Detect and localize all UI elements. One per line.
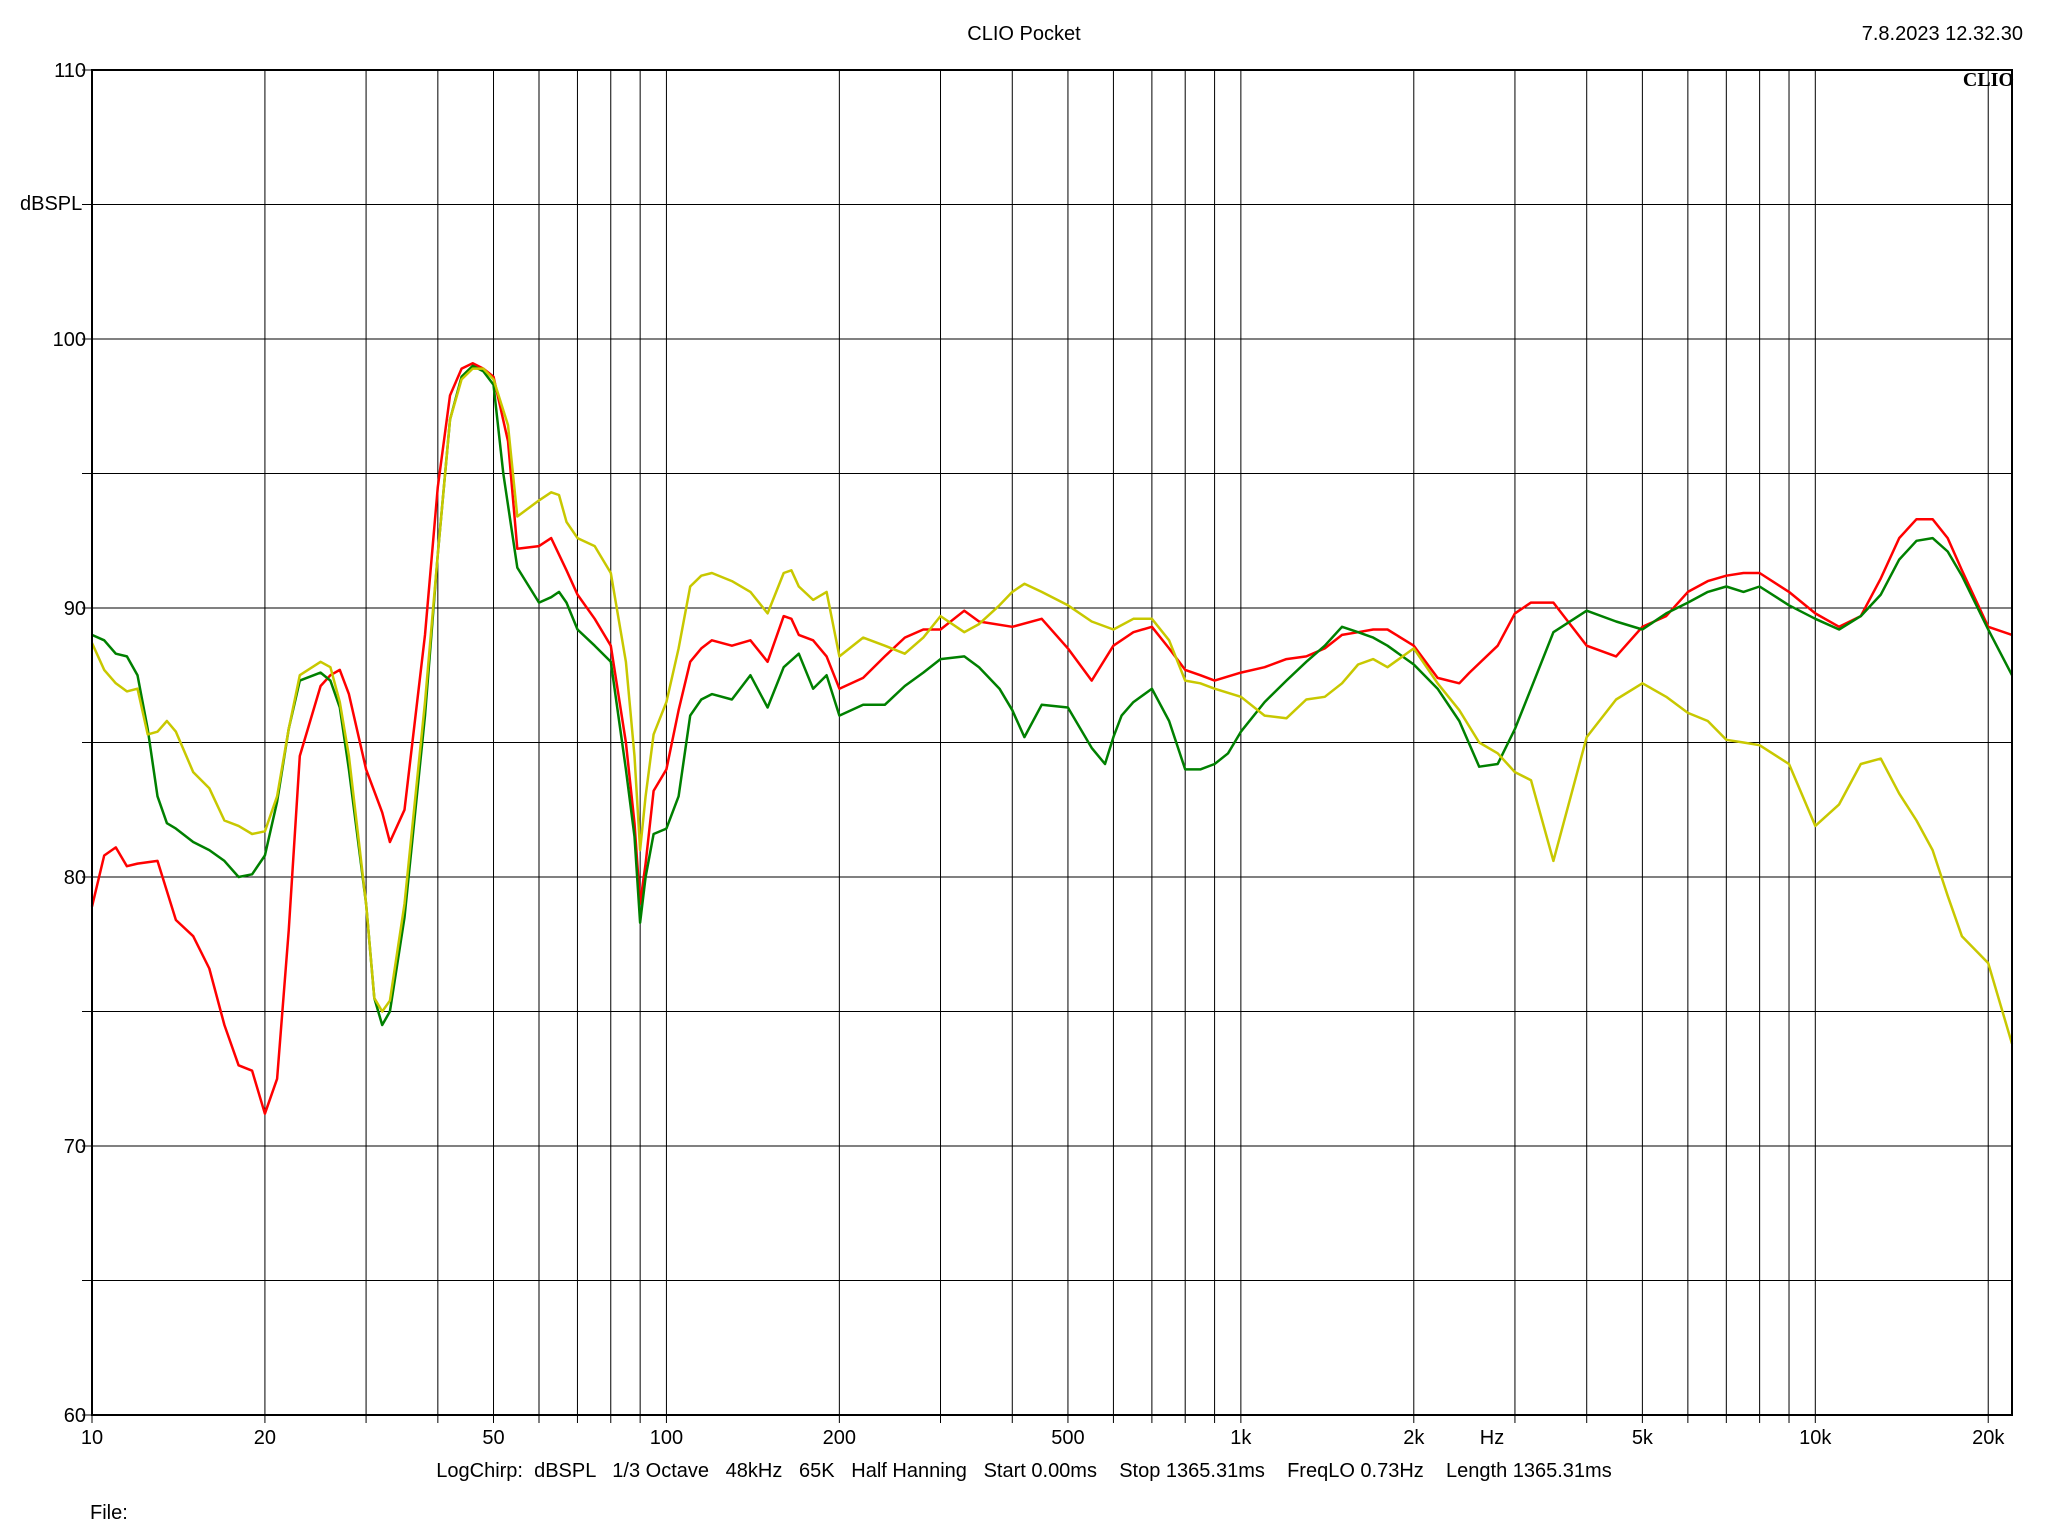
- x-tick-label: 500: [1051, 1427, 1084, 1449]
- y-tick-label: 80: [64, 867, 86, 889]
- y-axis-label: dBSPL: [20, 193, 82, 215]
- file-label: File:: [90, 1502, 128, 1524]
- grid: [82, 69, 2012, 1423]
- x-tick-label: 5k: [1632, 1427, 1654, 1449]
- plot-frame: [91, 69, 2013, 1416]
- clio-brand-mark: CLIO: [1963, 69, 2014, 91]
- y-tick-label: 60: [64, 1405, 86, 1427]
- series-line-red: [90, 361, 2013, 1115]
- series-line-yellow: [90, 367, 2014, 1045]
- tick-labels: 60 70 80 90 100 110 10 20 50 100 200 500 1k 2k 5k 10k 20…: [53, 60, 2006, 1449]
- x-tick-label: 10k: [1799, 1427, 1832, 1449]
- x-tick-label: 200: [823, 1427, 856, 1449]
- x-tick-label: 1k: [1230, 1427, 1252, 1449]
- x-tick-label: 20k: [1972, 1427, 2005, 1449]
- measurement-settings: LogChirp: dBSPL 1/3 Octave 48kHz 65K Hal…: [436, 1460, 1612, 1482]
- y-tick-label: 100: [53, 329, 86, 351]
- timestamp: 7.8.2023 12.32.30: [1861, 23, 2023, 45]
- x-axis-label: Hz: [1480, 1427, 1504, 1449]
- chart-title: CLIO Pocket: [967, 23, 1081, 45]
- y-tick-label: 110: [54, 60, 86, 82]
- x-tick-label: 100: [650, 1427, 683, 1449]
- x-tick-label: 50: [482, 1427, 504, 1449]
- y-tick-label: 90: [64, 598, 86, 620]
- x-tick-label: 2k: [1403, 1427, 1425, 1449]
- series-line-green: [91, 364, 2014, 1027]
- x-tick-label: 20: [254, 1427, 276, 1449]
- series-lines: [90, 361, 2014, 1115]
- x-tick-label: 10: [81, 1427, 103, 1449]
- y-tick-label: 70: [64, 1136, 86, 1158]
